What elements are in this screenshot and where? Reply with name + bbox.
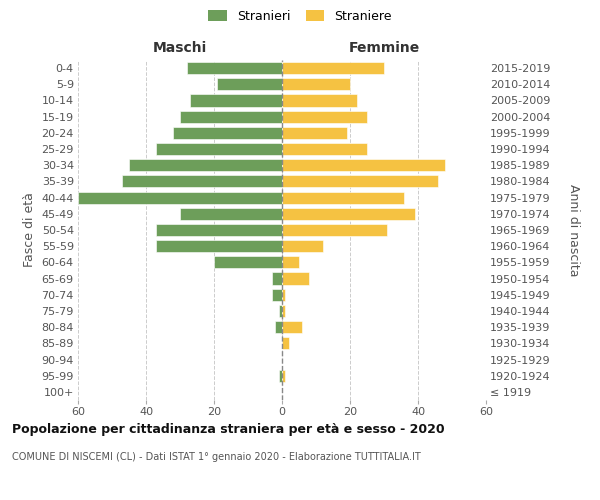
Bar	[282, 321, 302, 333]
Bar	[282, 208, 415, 220]
Bar	[282, 127, 347, 139]
Bar	[275, 321, 282, 333]
Text: COMUNE DI NISCEMI (CL) - Dati ISTAT 1° gennaio 2020 - Elaborazione TUTTITALIA.IT: COMUNE DI NISCEMI (CL) - Dati ISTAT 1° g…	[12, 452, 421, 462]
Bar	[282, 62, 384, 74]
Bar	[282, 288, 286, 301]
Bar	[272, 272, 282, 284]
Bar	[282, 305, 286, 317]
Text: Maschi: Maschi	[153, 41, 207, 55]
Bar	[122, 176, 282, 188]
Text: Popolazione per cittadinanza straniera per età e sesso - 2020: Popolazione per cittadinanza straniera p…	[12, 422, 445, 436]
Bar	[278, 305, 282, 317]
Bar	[282, 94, 357, 106]
Text: Femmine: Femmine	[349, 41, 419, 55]
Bar	[282, 143, 367, 155]
Bar	[282, 370, 286, 382]
Bar	[156, 224, 282, 236]
Bar	[156, 143, 282, 155]
Bar	[278, 370, 282, 382]
Bar	[282, 272, 309, 284]
Bar	[78, 192, 282, 203]
Legend: Stranieri, Straniere: Stranieri, Straniere	[205, 6, 395, 26]
Bar	[214, 256, 282, 268]
Bar	[282, 240, 323, 252]
Bar	[282, 256, 299, 268]
Bar	[282, 78, 350, 90]
Y-axis label: Fasce di età: Fasce di età	[23, 192, 36, 268]
Bar	[282, 159, 445, 172]
Bar	[282, 224, 388, 236]
Bar	[282, 110, 367, 122]
Bar	[190, 94, 282, 106]
Bar	[282, 192, 404, 203]
Bar	[272, 288, 282, 301]
Bar	[180, 110, 282, 122]
Bar	[187, 62, 282, 74]
Bar	[173, 127, 282, 139]
Bar	[217, 78, 282, 90]
Bar	[180, 208, 282, 220]
Bar	[282, 338, 289, 349]
Bar	[156, 240, 282, 252]
Bar	[129, 159, 282, 172]
Bar	[282, 176, 439, 188]
Y-axis label: Anni di nascita: Anni di nascita	[568, 184, 580, 276]
